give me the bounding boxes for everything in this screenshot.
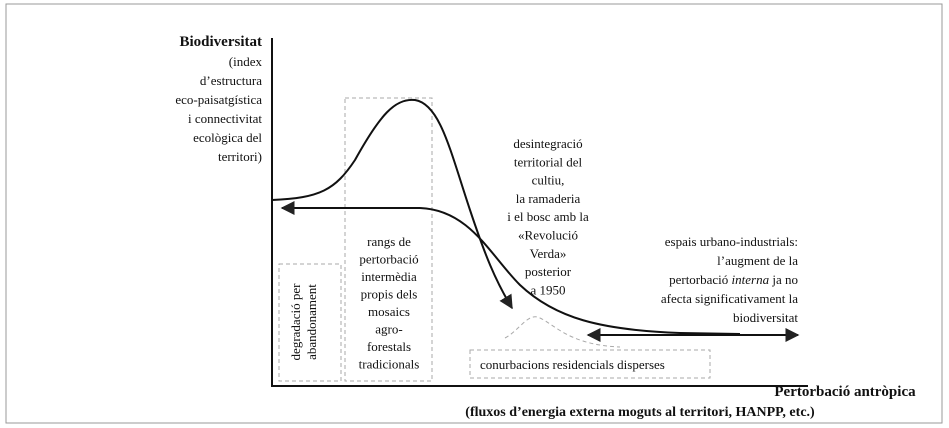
hump-curve: [271, 98, 513, 310]
urban-line: espais urbano-industrials:: [665, 234, 798, 249]
intermediate-line: mosaics: [368, 304, 410, 319]
x-subtitle: (fluxos d’energia externa moguts al terr…: [465, 405, 815, 420]
green-revolution-line: cultiu,: [532, 173, 565, 188]
y-subtitle-line: ecològica del: [193, 130, 262, 145]
intermediate-line: tradicionals: [359, 357, 420, 372]
urban-emphasis: interna: [732, 272, 770, 287]
green-revolution-line: desintegració: [513, 136, 582, 151]
urban-line: afecta significativament la: [661, 291, 798, 306]
abandonment-line: abandonament: [304, 284, 319, 360]
conurbation-bump: [504, 316, 621, 348]
green-revolution-line: a 1950: [530, 282, 565, 297]
green-revolution-line: i el bosc amb la: [507, 209, 589, 224]
y-subtitle-line: territori): [218, 149, 262, 164]
urban-line: pertorbació interna ja no: [669, 272, 798, 287]
intermediate-line: propis dels: [361, 287, 418, 302]
intermediate-box: [344, 97, 433, 382]
intermediate-line: rangs de: [367, 234, 411, 249]
conurbation-box: [469, 349, 711, 379]
intermediate-line: agro-: [375, 322, 402, 337]
x-title: Pertorbació antròpica: [774, 384, 916, 400]
y-subtitle-line: d’estructura: [200, 73, 262, 88]
labels: Biodiversitat Pertorbació antròpica (flu…: [175, 34, 916, 420]
y-subtitle-line: i connectivitat: [188, 111, 262, 126]
green-revolution-line: territorial del: [514, 154, 583, 169]
conurbation: conurbacions residencials disperses: [480, 357, 665, 372]
intermediate-line: forestals: [367, 339, 411, 354]
abandonment-box: [278, 263, 342, 382]
intermediate-line: intermèdia: [361, 269, 417, 284]
urban-word: pertorbació: [669, 272, 728, 287]
frame: [5, 3, 943, 424]
green-revolution-line: la ramaderia: [516, 191, 581, 206]
lower-curve: [419, 207, 741, 335]
y-subtitle-line: (index: [229, 54, 263, 69]
intermediate-line: pertorbació: [359, 252, 418, 267]
abandonment-line: degradació per: [288, 283, 303, 361]
green-revolution-line: Verda»: [530, 246, 567, 261]
green-revolution-line: «Revolució: [518, 228, 578, 243]
urban-word: ja no: [771, 272, 798, 287]
urban-line: l’augment de la: [717, 253, 798, 268]
urban-line: biodiversitat: [733, 310, 798, 325]
green-revolution-line: posterior: [525, 264, 572, 279]
y-subtitle-line: eco-paisatgística: [175, 92, 262, 107]
y-title: Biodiversitat: [180, 34, 263, 50]
